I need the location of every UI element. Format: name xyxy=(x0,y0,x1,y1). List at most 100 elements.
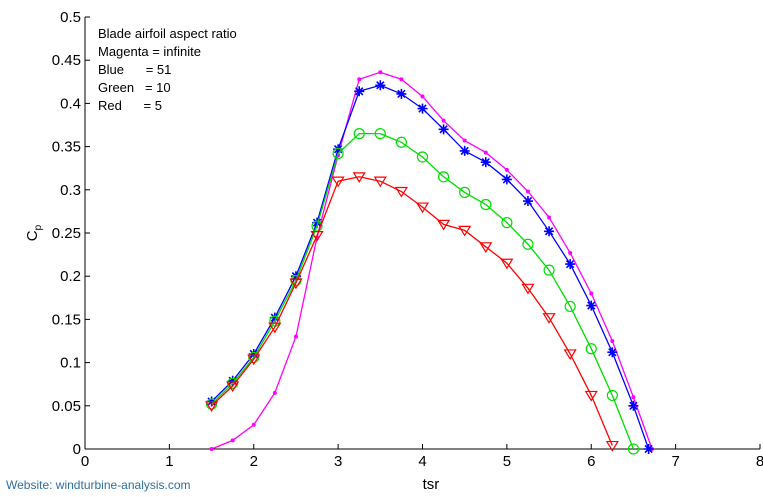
data-point xyxy=(586,300,597,311)
data-point xyxy=(415,202,430,214)
data-point xyxy=(395,136,408,148)
x-tick-label: 0 xyxy=(81,453,89,470)
data-point xyxy=(333,144,344,155)
y-tick-label: 0.05 xyxy=(52,398,81,415)
data-point xyxy=(310,230,324,242)
data-point xyxy=(417,103,428,114)
data-point xyxy=(607,347,618,358)
series-3 xyxy=(204,172,619,452)
x-tick-label: 6 xyxy=(587,453,595,470)
data-point xyxy=(204,401,219,412)
annotation-line: Blue = 51 xyxy=(98,62,171,77)
data-point xyxy=(459,145,470,156)
data-point xyxy=(589,291,594,296)
x-tick-label: 2 xyxy=(250,453,258,470)
annotation-line: Blade airfoil aspect ratio xyxy=(98,26,237,41)
data-point xyxy=(268,322,282,334)
x-tick-label: 1 xyxy=(165,453,173,470)
data-point xyxy=(357,77,362,82)
y-axis-label-main: C xyxy=(24,230,41,241)
data-point xyxy=(480,157,491,168)
data-point xyxy=(504,167,509,172)
data-point xyxy=(373,176,387,188)
data-point xyxy=(500,258,514,270)
data-point xyxy=(247,354,261,366)
data-point xyxy=(479,242,493,253)
data-point xyxy=(438,124,449,135)
series-0 xyxy=(209,70,654,451)
data-point xyxy=(248,348,259,359)
x-tick-label: 7 xyxy=(671,453,679,470)
data-point xyxy=(522,238,534,250)
series-line xyxy=(211,132,635,450)
plot-area xyxy=(85,17,760,449)
x-axis-label: tsr xyxy=(423,476,440,493)
y-tick-label: 0.3 xyxy=(60,182,81,199)
data-point xyxy=(437,219,451,231)
data-point xyxy=(565,259,576,270)
data-point xyxy=(631,395,636,400)
data-point xyxy=(437,171,450,183)
data-point xyxy=(458,225,472,237)
data-point xyxy=(420,94,425,99)
data-point xyxy=(522,196,533,207)
series-line xyxy=(211,176,613,446)
data-point xyxy=(293,334,298,339)
series-line xyxy=(211,71,653,450)
data-point xyxy=(563,349,577,361)
data-point xyxy=(289,278,303,290)
data-point xyxy=(628,400,639,411)
data-point xyxy=(331,176,345,188)
data-point xyxy=(248,351,260,364)
data-point xyxy=(610,339,615,343)
data-point xyxy=(209,447,214,451)
data-point xyxy=(269,312,280,323)
y-tick-label: 0 xyxy=(73,441,81,458)
data-point xyxy=(378,70,383,75)
data-point xyxy=(352,172,366,183)
y-tick-label: 0.2 xyxy=(60,268,81,285)
data-point xyxy=(584,390,598,402)
axes: 0 1 2 3 4 5 6 7 8 0 0.05 0.1 0.15 0.2 0.25 0.3 0.35 0.4 0.… xyxy=(24,9,763,493)
data-point xyxy=(480,198,492,211)
data-point xyxy=(606,389,618,402)
website-credit: Website: windturbine-analysis.com xyxy=(6,478,191,492)
data-point xyxy=(375,80,386,91)
data-point xyxy=(332,147,344,160)
data-point xyxy=(416,151,429,163)
data-point xyxy=(251,422,256,427)
data-point xyxy=(627,443,640,455)
legend-annotation: Blade airfoil aspect ratio Magenta = infi… xyxy=(98,26,237,113)
data-point xyxy=(374,128,386,140)
y-axis-label: Cp xyxy=(24,224,44,241)
data-point xyxy=(543,264,555,276)
data-point xyxy=(227,375,238,386)
annotation-line: Magenta = infinite xyxy=(98,44,201,59)
data-point xyxy=(396,88,407,99)
data-point xyxy=(643,444,654,454)
y-tick-label: 0.25 xyxy=(52,225,81,242)
y-tick-label: 0.5 xyxy=(60,9,81,26)
x-tick-label: 8 xyxy=(756,453,763,470)
data-point xyxy=(544,226,555,237)
data-point xyxy=(441,118,446,123)
data-point xyxy=(354,86,365,97)
y-tick-label: 0.35 xyxy=(52,139,81,156)
data-point xyxy=(605,440,619,452)
annotation-line: Red = 5 xyxy=(98,98,162,113)
data-point xyxy=(462,138,467,143)
data-point xyxy=(547,215,552,220)
y-tick-label: 0.4 xyxy=(60,95,81,112)
y-axis-label-subscript: p xyxy=(33,224,44,230)
data-point xyxy=(226,381,240,393)
data-point xyxy=(459,186,471,198)
data-point xyxy=(394,186,408,198)
annotation-line: Green = 10 xyxy=(98,80,171,95)
data-point xyxy=(290,271,301,282)
data-point xyxy=(483,150,488,155)
x-tick-label: 3 xyxy=(334,453,342,470)
x-tick-label: 4 xyxy=(418,453,426,470)
data-point xyxy=(501,174,512,185)
y-tick-label: 0.45 xyxy=(52,52,81,69)
